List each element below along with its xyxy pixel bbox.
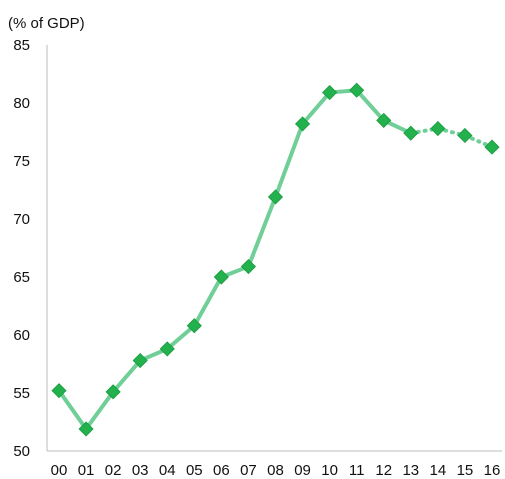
y-tick-label: 55 xyxy=(13,385,30,402)
x-tick-label: 01 xyxy=(78,462,95,479)
data-point-marker xyxy=(484,139,500,155)
x-tick-label: 03 xyxy=(132,462,149,479)
y-tick-label: 50 xyxy=(13,443,30,460)
y-axis-label: (% of GDP) xyxy=(8,15,85,32)
x-tick-label: 05 xyxy=(186,462,203,479)
data-point-marker xyxy=(51,383,67,399)
x-tick-label: 04 xyxy=(159,462,176,479)
x-tick-labels: 00 01 02 03 04 05 06 07 08 09 10 11 12 13 14 15 16 xyxy=(51,462,501,479)
x-tick-label: 13 xyxy=(402,462,419,479)
data-point-marker xyxy=(294,116,311,132)
data-point-marker xyxy=(457,127,473,144)
x-tick-label: 09 xyxy=(294,462,311,479)
y-tick-label: 80 xyxy=(13,95,30,112)
y-tick-label: 75 xyxy=(13,153,30,170)
data-points xyxy=(51,82,500,437)
data-point-marker xyxy=(105,384,121,400)
y-tick-label: 70 xyxy=(13,211,30,228)
data-point-marker xyxy=(349,82,365,98)
x-tick-label: 08 xyxy=(267,462,284,479)
data-point-marker xyxy=(159,341,175,357)
x-tick-label: 10 xyxy=(321,462,338,479)
y-tick-label: 85 xyxy=(13,37,30,54)
x-tick-label: 00 xyxy=(51,462,68,479)
x-tick-label: 11 xyxy=(349,462,365,479)
data-point-marker xyxy=(267,189,284,205)
y-tick-labels: 50 55 60 65 70 75 80 85 xyxy=(13,37,30,460)
y-tick-label: 65 xyxy=(13,269,30,286)
data-point-marker xyxy=(376,112,392,128)
x-tick-label: 02 xyxy=(105,462,122,479)
data-point-marker xyxy=(78,421,94,437)
series-lines xyxy=(57,88,494,431)
data-point-marker xyxy=(240,258,257,275)
x-tick-label: 06 xyxy=(213,462,230,479)
data-point-marker xyxy=(132,352,148,369)
x-tick-label: 14 xyxy=(430,462,447,479)
data-point-marker xyxy=(430,120,446,137)
x-tick-label: 07 xyxy=(240,462,257,479)
x-tick-label: 15 xyxy=(457,462,474,479)
series-line-projected xyxy=(408,126,494,150)
data-point-marker xyxy=(186,318,202,334)
series-line-actual xyxy=(57,88,412,431)
data-point-marker xyxy=(403,125,419,141)
data-point-marker xyxy=(213,269,229,285)
data-point-marker xyxy=(322,84,338,101)
y-tick-label: 60 xyxy=(13,327,30,344)
x-tick-label: 16 xyxy=(484,462,501,479)
x-tick-label: 12 xyxy=(375,462,392,479)
